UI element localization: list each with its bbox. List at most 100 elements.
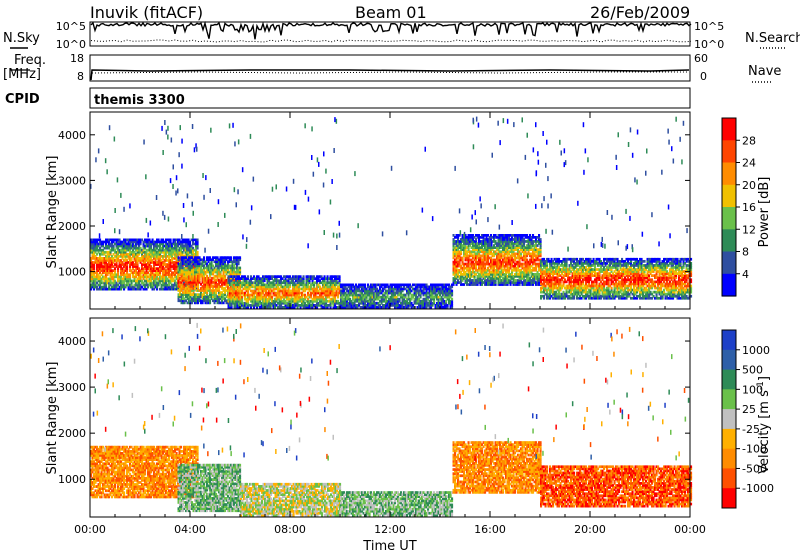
echo-cell bbox=[114, 242, 117, 246]
echo-cell bbox=[266, 277, 269, 280]
echo-cell bbox=[148, 263, 151, 266]
echo-cell bbox=[433, 283, 436, 287]
echo-cell bbox=[382, 299, 385, 303]
echo-cell bbox=[94, 277, 97, 281]
echo-cell bbox=[349, 283, 352, 287]
echo-cell bbox=[195, 252, 198, 256]
echo-cell bbox=[383, 291, 386, 295]
echo-cell bbox=[404, 306, 407, 309]
echo-cell bbox=[159, 259, 162, 262]
echo-cell bbox=[127, 275, 130, 279]
echo-cell bbox=[197, 293, 200, 296]
echo-cell bbox=[150, 283, 153, 287]
echo-cell bbox=[233, 258, 236, 262]
echo-cell bbox=[295, 279, 298, 283]
echo-cell bbox=[153, 257, 156, 260]
echo-cell bbox=[401, 287, 404, 291]
echo-cell bbox=[127, 257, 130, 260]
echo-cell bbox=[151, 255, 154, 258]
echo-cell bbox=[198, 256, 201, 259]
echo-cell bbox=[210, 270, 213, 274]
echo-cell bbox=[400, 304, 403, 307]
echo-cell bbox=[212, 285, 215, 288]
echo-cell bbox=[410, 306, 413, 309]
echo-cell bbox=[141, 269, 144, 272]
echo-cell bbox=[412, 306, 415, 309]
echo-cell bbox=[203, 297, 206, 301]
echo-cell bbox=[162, 269, 165, 272]
echo-cell bbox=[179, 268, 182, 272]
echo-cell bbox=[427, 297, 430, 301]
echo-cell bbox=[162, 242, 165, 246]
echo-cell bbox=[400, 293, 403, 297]
echo-cell bbox=[237, 266, 240, 270]
echo-cell bbox=[274, 283, 277, 287]
echo-cell bbox=[368, 285, 371, 289]
echo-cell bbox=[93, 255, 96, 258]
echo-cell bbox=[180, 285, 183, 288]
echo-cell bbox=[171, 283, 174, 287]
echo-cell bbox=[347, 304, 350, 307]
echo-cell bbox=[194, 281, 197, 284]
echo-cell bbox=[421, 306, 424, 309]
echo-cell bbox=[163, 281, 166, 285]
echo-cell bbox=[166, 250, 169, 254]
echo-cell bbox=[94, 238, 97, 242]
echo-cell bbox=[280, 275, 283, 278]
echo-cell bbox=[409, 297, 412, 301]
echo-cell bbox=[284, 291, 287, 295]
echo-cell bbox=[344, 295, 347, 299]
echo-cell bbox=[310, 304, 313, 307]
echo-cell bbox=[212, 295, 215, 298]
echo-cell bbox=[225, 281, 228, 284]
echo-cell bbox=[154, 250, 157, 254]
echo-cell bbox=[296, 289, 299, 293]
echo-cell bbox=[96, 287, 99, 291]
echo-cell bbox=[389, 283, 392, 287]
echo-cell bbox=[180, 301, 183, 305]
echo-cell bbox=[209, 291, 212, 294]
echo-cell bbox=[440, 306, 443, 309]
echo-cell bbox=[210, 268, 213, 272]
echo-cell bbox=[90, 250, 93, 254]
echo-cell bbox=[361, 293, 364, 297]
echo-cell bbox=[359, 289, 362, 293]
echo-cell bbox=[206, 285, 209, 288]
echo-cell bbox=[449, 301, 452, 305]
echo-cell bbox=[430, 291, 433, 295]
echo-cell bbox=[368, 301, 371, 305]
echo-cell bbox=[186, 281, 189, 284]
echo-cell bbox=[247, 306, 250, 309]
echo-cell bbox=[162, 287, 165, 291]
echo-cell bbox=[361, 291, 364, 295]
echo-cell bbox=[156, 257, 159, 260]
echo-cell bbox=[274, 299, 277, 303]
echo-cell bbox=[96, 285, 99, 289]
echo-cell bbox=[413, 293, 416, 297]
echo-cell bbox=[183, 278, 186, 282]
echo-cell bbox=[123, 248, 126, 252]
echo-cell bbox=[355, 304, 358, 307]
echo-cell bbox=[145, 250, 148, 254]
echo-cell bbox=[377, 291, 380, 295]
echo-cell bbox=[136, 265, 139, 268]
echo-cell bbox=[96, 263, 99, 266]
echo-cell bbox=[350, 285, 353, 289]
echo-cell bbox=[210, 293, 213, 296]
echo-cell bbox=[230, 260, 233, 264]
echo-cell bbox=[209, 256, 212, 259]
echo-cell bbox=[281, 293, 284, 297]
echo-cell bbox=[341, 291, 344, 295]
echo-cell bbox=[175, 238, 178, 242]
echo-cell bbox=[196, 240, 199, 244]
echo-cell bbox=[150, 273, 153, 277]
echo-cell bbox=[343, 297, 346, 301]
echo-cell bbox=[230, 299, 233, 303]
echo-cell bbox=[259, 291, 262, 295]
echo-cell bbox=[373, 283, 376, 287]
echo-cell bbox=[103, 267, 106, 270]
echo-cell bbox=[162, 273, 165, 277]
echo-cell bbox=[238, 299, 241, 303]
echo-cell bbox=[212, 287, 215, 290]
echo-cell bbox=[151, 269, 154, 272]
